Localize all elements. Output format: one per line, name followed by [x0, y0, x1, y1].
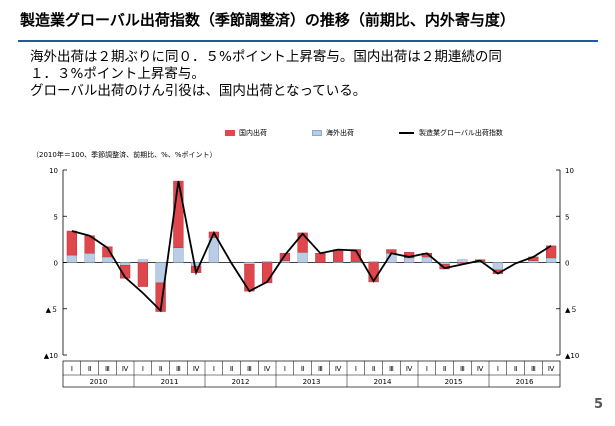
bar-overseas	[545, 257, 557, 263]
quarter-label: Ⅲ	[176, 365, 181, 373]
legend-label-overseas: 海外出荷	[326, 129, 354, 137]
bar-overseas	[173, 247, 184, 263]
quarter-label: Ⅰ	[284, 365, 286, 373]
quarter-label: Ⅳ	[548, 365, 555, 373]
quarter-label: Ⅰ	[71, 365, 73, 373]
bar-domestic	[332, 249, 344, 262]
quarter-label: Ⅰ	[142, 365, 144, 373]
bar-overseas	[492, 262, 504, 271]
y-tick-label-left: 0	[54, 260, 58, 268]
year-label: 2012	[232, 378, 250, 386]
bar-domestic	[173, 180, 184, 248]
y-tick-label-right: 0	[565, 260, 569, 268]
quarter-label: Ⅱ	[301, 365, 304, 373]
quarter-label: Ⅱ	[372, 365, 375, 373]
page-number: 5	[593, 397, 603, 412]
legend-swatch-domestic	[225, 130, 235, 136]
quarter-label: Ⅳ	[264, 365, 271, 373]
summary-line: 海外出荷は２期ぶりに同０．５%ポイント上昇寄与。国内出荷は２期連続の同	[30, 49, 502, 65]
bar-domestic	[66, 230, 78, 256]
quarter-label: Ⅱ	[159, 365, 162, 373]
quarter-label: Ⅰ	[213, 365, 215, 373]
year-label: 2011	[161, 378, 179, 386]
series-line-total	[71, 180, 552, 313]
bar-overseas	[457, 259, 468, 263]
quarter-label: Ⅲ	[389, 365, 394, 373]
legend-label-domestic: 国内出荷	[239, 129, 267, 137]
quarter-label: Ⅲ	[318, 365, 323, 373]
quarter-label: Ⅳ	[477, 365, 484, 373]
quarter-label: Ⅲ	[531, 365, 536, 373]
summary-line: １．３%ポイント上昇寄与。	[30, 66, 205, 82]
legend-line-total	[399, 132, 414, 134]
bar-domestic	[137, 262, 149, 287]
quarter-label: Ⅲ	[247, 365, 252, 373]
bar-overseas	[421, 256, 433, 263]
legend-overseas: 海外出荷	[312, 128, 354, 138]
legend-domestic: 国内出荷	[225, 128, 267, 138]
quarter-label: Ⅱ	[514, 365, 517, 373]
quarter-label: Ⅳ	[193, 365, 200, 373]
bar-domestic	[279, 253, 291, 261]
bar-overseas	[439, 262, 450, 265]
y-tick-label-right: ▲10	[565, 352, 579, 360]
quarter-label: Ⅳ	[406, 365, 413, 373]
year-label: 2014	[374, 378, 392, 386]
bar-overseas	[403, 257, 415, 263]
quarter-label: Ⅲ	[105, 365, 110, 373]
quarter-label: Ⅱ	[443, 365, 446, 373]
quarter-label: Ⅰ	[426, 365, 428, 373]
y-tick-label-right: ▲５	[565, 306, 577, 314]
y-tick-label-right: 10	[565, 167, 574, 175]
quarter-label: Ⅱ	[230, 365, 233, 373]
bar-domestic	[261, 262, 273, 284]
bar-overseas	[137, 259, 149, 263]
y-tick-label-left: 5	[54, 213, 58, 221]
chart-unit-note: （2010年＝100、季節調整済、前期比、%、%ポイント）	[32, 151, 217, 159]
bar-overseas	[102, 256, 113, 263]
bar-overseas	[297, 252, 308, 263]
y-tick-label-right: 5	[565, 213, 569, 221]
quarter-label: Ⅲ	[460, 365, 465, 373]
quarter-label: Ⅳ	[122, 365, 129, 373]
year-label: 2016	[516, 378, 534, 386]
summary-line: グローバル出荷のけん引役は、国内出荷となっている。	[30, 83, 367, 99]
bar-overseas	[66, 254, 78, 263]
slide-title: 製造業グローバル出荷指数（季節調整済）の推移（前期比、内外寄与度）	[20, 11, 515, 29]
bar-overseas	[528, 260, 539, 263]
bar-domestic	[297, 232, 308, 253]
year-label: 2013	[303, 378, 321, 386]
y-tick-label-left: ▲５	[46, 306, 58, 314]
bar-overseas	[84, 253, 95, 263]
quarter-label: Ⅱ	[88, 365, 91, 373]
quarter-label: Ⅰ	[497, 365, 499, 373]
summary-text: 海外出荷は２期ぶりに同０．５%ポイント上昇寄与。国内出荷は２期連続の同 １．３%…	[30, 49, 502, 100]
legend-swatch-overseas	[312, 130, 322, 136]
bar-domestic	[315, 253, 326, 263]
legend-label-total: 製造業グローバル出荷指数	[419, 129, 503, 137]
y-tick-label-left: ▲10	[44, 352, 58, 360]
bar-domestic	[368, 262, 379, 283]
year-label: 2015	[445, 378, 463, 386]
bar-overseas	[119, 262, 131, 266]
title-underline	[18, 40, 598, 42]
legend-total: 製造業グローバル出荷指数	[399, 128, 503, 138]
y-tick-label-left: 10	[49, 167, 58, 175]
year-label: 2010	[90, 378, 108, 386]
quarter-label: Ⅳ	[335, 365, 342, 373]
bar-overseas	[244, 262, 255, 265]
bar-domestic	[350, 249, 362, 262]
quarter-label: Ⅰ	[355, 365, 357, 373]
